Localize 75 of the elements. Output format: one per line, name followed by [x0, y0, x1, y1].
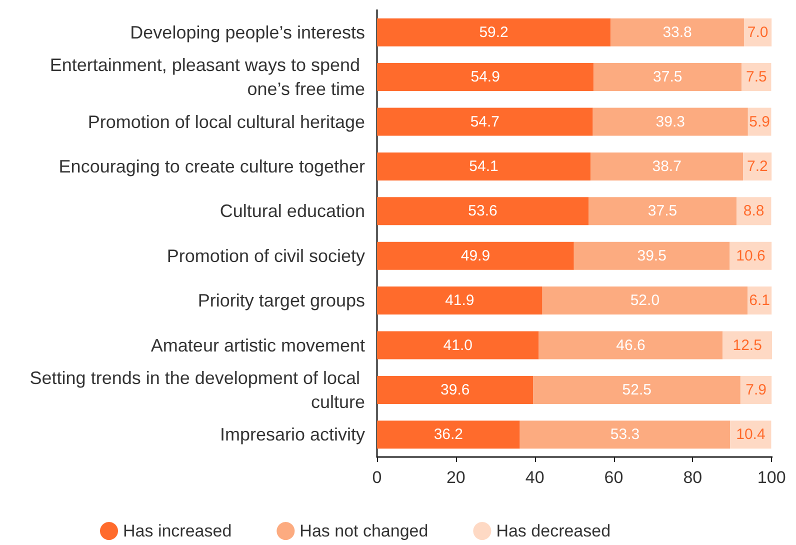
data-label: 52.5 — [622, 381, 652, 398]
data-label: 49.9 — [460, 247, 490, 264]
legend-label: Has not changed — [300, 522, 428, 540]
bar — [542, 286, 748, 315]
data-label: 6.1 — [749, 292, 770, 310]
y-tick-label: Setting trends in the development of local culture — [30, 368, 365, 412]
data-label: 39.6 — [440, 381, 470, 398]
bar — [377, 152, 590, 180]
bar — [377, 331, 539, 360]
bar — [377, 197, 589, 226]
y-tick-label: Entertainment, pleasant ways to spend one’s free time — [50, 55, 365, 100]
x-tick-label: 0 — [372, 468, 382, 487]
y-tick-label: Impresario activity — [220, 424, 365, 445]
data-label: 7.2 — [746, 158, 768, 175]
bar — [377, 420, 520, 449]
bar — [377, 376, 534, 404]
data-label: 39.3 — [656, 113, 685, 130]
y-tick-label: Priority target groups — [198, 290, 365, 311]
data-label: 39.5 — [637, 247, 666, 264]
x-tick-label: 80 — [683, 468, 702, 487]
bar — [574, 242, 730, 270]
bar — [377, 286, 542, 315]
data-label: 33.8 — [662, 24, 692, 41]
data-label: 12.5 — [732, 336, 762, 354]
bar — [730, 420, 772, 449]
bar — [742, 63, 772, 92]
data-label: 53.3 — [610, 426, 640, 444]
y-tick-label: Promotion of local cultural heritage — [88, 112, 365, 132]
bar — [520, 420, 730, 449]
data-label: 54.1 — [469, 158, 498, 175]
bar — [594, 63, 742, 92]
data-label: 41.0 — [443, 336, 472, 354]
data-label: 41.9 — [445, 292, 474, 310]
data-label: 10.6 — [736, 247, 766, 264]
data-label: 7.9 — [746, 381, 766, 398]
data-label: 54.9 — [470, 68, 500, 86]
bar — [377, 242, 574, 270]
y-tick-label: Promotion of civil society — [166, 246, 365, 266]
bar — [377, 18, 611, 46]
bar — [538, 331, 723, 360]
legend-label: Has increased — [123, 522, 232, 540]
data-label: 54.7 — [470, 113, 500, 130]
data-label: 5.9 — [749, 113, 770, 130]
data-label: 10.4 — [736, 426, 766, 444]
x-tick-label: 100 — [757, 468, 786, 487]
data-label: 37.5 — [648, 202, 678, 220]
bar — [722, 331, 772, 360]
data-label: 38.7 — [652, 158, 682, 175]
data-label: 53.6 — [468, 202, 498, 220]
data-label: 7.5 — [746, 68, 767, 86]
x-tick-label: 40 — [525, 468, 544, 487]
bar — [588, 197, 736, 226]
data-label: 8.8 — [743, 202, 764, 220]
bar — [377, 63, 594, 92]
data-label: 52.0 — [630, 292, 660, 310]
data-label: 7.0 — [747, 24, 768, 41]
y-tick-label: Amateur artistic movement — [150, 335, 365, 356]
x-tick-label: 60 — [604, 468, 624, 487]
bar — [590, 152, 744, 180]
data-label: 36.2 — [434, 426, 464, 444]
bar — [377, 108, 593, 136]
bar — [743, 152, 772, 180]
bar — [740, 376, 772, 404]
data-label: 59.2 — [479, 24, 508, 41]
data-label: 37.5 — [653, 68, 682, 86]
y-tick-label: Encouraging to create culture together — [58, 156, 365, 176]
y-tick-label: Cultural education — [220, 201, 365, 222]
data-label: 46.6 — [616, 336, 646, 354]
y-tick-label: Developing people’s interests — [130, 22, 365, 42]
x-tick-label: 20 — [446, 468, 466, 487]
legend-label: Has decreased — [496, 522, 611, 540]
bar — [610, 18, 744, 46]
bar — [744, 18, 772, 46]
bar — [533, 376, 740, 404]
bar — [592, 108, 748, 136]
